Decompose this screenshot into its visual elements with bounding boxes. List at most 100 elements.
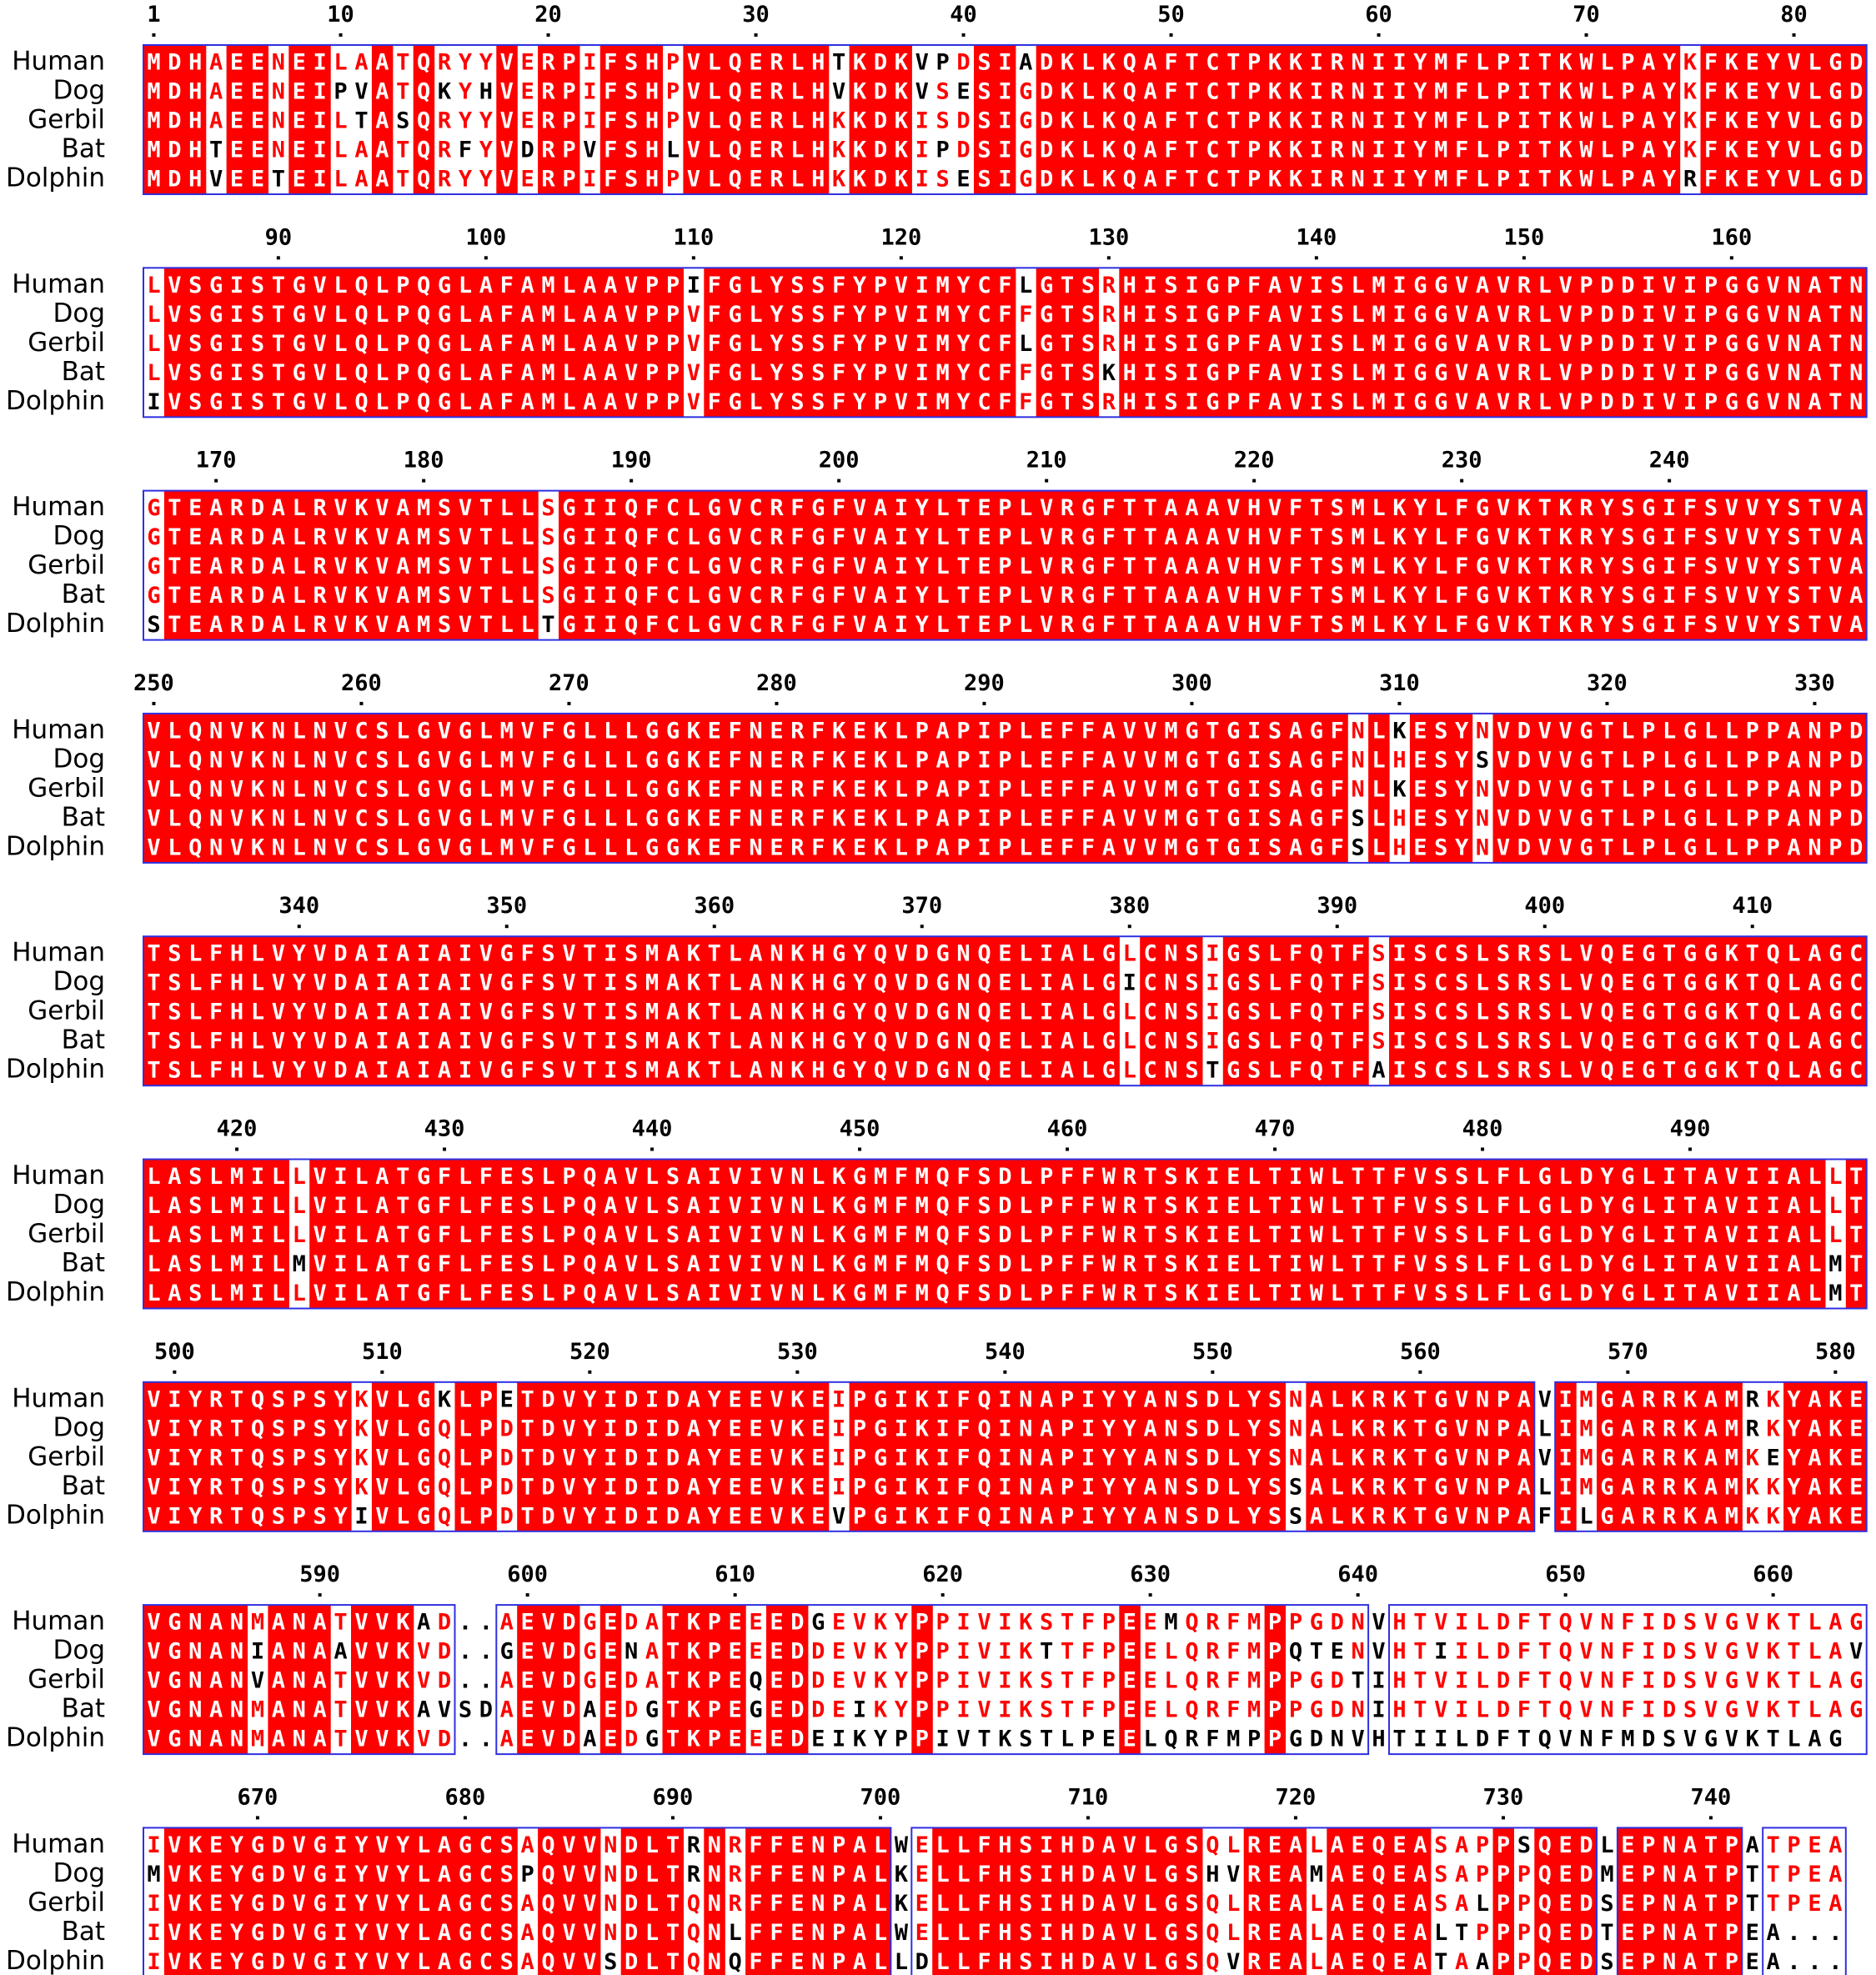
residue: L bbox=[1019, 1164, 1032, 1190]
residue: K bbox=[832, 747, 846, 773]
residue: F bbox=[1061, 747, 1074, 773]
residue: L bbox=[1808, 79, 1821, 105]
residue: F bbox=[749, 1832, 762, 1858]
residue: P bbox=[1621, 167, 1634, 193]
residue: Y bbox=[1767, 167, 1781, 193]
residue: P bbox=[1476, 1920, 1489, 1946]
residue: F bbox=[998, 331, 1011, 357]
residue: N bbox=[1849, 331, 1863, 357]
residue: A bbox=[1289, 1920, 1302, 1946]
residue: Q bbox=[936, 1281, 950, 1306]
residue: L bbox=[811, 1164, 825, 1190]
residue: A bbox=[687, 1474, 700, 1500]
residue: T bbox=[1538, 167, 1552, 193]
residue: R bbox=[1372, 1386, 1386, 1412]
residue: R bbox=[1663, 1416, 1677, 1441]
residue: D bbox=[251, 495, 264, 521]
identity-highlight bbox=[1119, 45, 1141, 194]
residue: T bbox=[396, 1164, 409, 1190]
residue: P bbox=[1497, 1474, 1510, 1500]
residue: N bbox=[956, 1029, 970, 1055]
residue: D bbox=[1621, 302, 1634, 328]
residue: L bbox=[811, 1222, 825, 1248]
residue: N bbox=[1476, 1416, 1489, 1441]
identity-highlight bbox=[932, 268, 954, 418]
residue: I bbox=[1372, 138, 1385, 163]
residue: S bbox=[977, 1222, 991, 1248]
residue: D bbox=[541, 1386, 554, 1412]
tick-dot bbox=[650, 1147, 655, 1151]
tick-dot bbox=[1688, 1147, 1693, 1151]
residue: A bbox=[1268, 331, 1282, 357]
residue: L bbox=[895, 747, 908, 773]
residue: Q bbox=[874, 1000, 887, 1025]
residue: R bbox=[209, 1503, 223, 1529]
residue: H bbox=[1392, 1697, 1406, 1723]
residue: P bbox=[1268, 1727, 1282, 1752]
residue: V bbox=[1725, 1281, 1738, 1306]
residue: Q bbox=[1310, 1000, 1323, 1025]
residue: I bbox=[895, 583, 908, 609]
residue: P bbox=[853, 1386, 866, 1412]
residue: T bbox=[168, 524, 181, 550]
residue: L bbox=[334, 331, 347, 357]
residue: A bbox=[209, 1639, 223, 1665]
residue: Y bbox=[583, 1503, 597, 1529]
residue: I bbox=[832, 1416, 845, 1441]
residue: I bbox=[1081, 1474, 1095, 1500]
residue: I bbox=[604, 495, 617, 521]
residue: K bbox=[832, 718, 846, 744]
residue: L bbox=[541, 1193, 554, 1219]
residue: A bbox=[1289, 805, 1302, 831]
identity-highlight bbox=[828, 268, 850, 418]
residue: L bbox=[583, 718, 596, 744]
residue: A bbox=[1413, 1832, 1427, 1858]
residue: A bbox=[1808, 302, 1821, 328]
residue: F bbox=[1331, 776, 1344, 802]
residue: V bbox=[853, 612, 866, 638]
residue: K bbox=[1392, 1503, 1407, 1529]
residue: Q bbox=[1185, 1668, 1198, 1694]
tick-dot bbox=[1501, 1816, 1505, 1820]
residue: L bbox=[1663, 718, 1676, 744]
residue: G bbox=[500, 1029, 514, 1055]
residue: I bbox=[314, 167, 327, 193]
residue: L bbox=[1704, 776, 1718, 802]
residue: I bbox=[1746, 1193, 1759, 1219]
residue: S bbox=[1185, 970, 1198, 996]
residue: Q bbox=[251, 1503, 264, 1529]
residue: S bbox=[1476, 747, 1489, 773]
residue: V bbox=[459, 495, 472, 521]
residue: L bbox=[521, 612, 534, 638]
residue: A bbox=[645, 1668, 659, 1694]
residue: H bbox=[1392, 1668, 1406, 1694]
residue: S bbox=[1455, 1058, 1468, 1084]
residue: G bbox=[1434, 1386, 1447, 1412]
residue: G bbox=[1683, 747, 1697, 773]
residue: F bbox=[1683, 612, 1697, 638]
residue: P bbox=[666, 360, 680, 386]
residue: I bbox=[1683, 331, 1697, 357]
residue: A bbox=[479, 360, 493, 386]
residue: V bbox=[541, 1610, 554, 1636]
residue: K bbox=[1767, 1697, 1781, 1723]
residue: F bbox=[479, 1164, 493, 1190]
residue: P bbox=[936, 1639, 950, 1665]
residue: V bbox=[977, 1697, 991, 1723]
residue: I bbox=[895, 554, 908, 579]
residue: D bbox=[438, 1610, 451, 1636]
residue: E bbox=[770, 1639, 783, 1665]
residue: G bbox=[1226, 1029, 1240, 1055]
identity-highlight bbox=[1077, 45, 1099, 194]
residue: A bbox=[438, 1949, 451, 1975]
residue: Y bbox=[895, 1697, 909, 1723]
species-label: Gerbil bbox=[28, 1665, 105, 1695]
residue: L bbox=[1144, 1832, 1157, 1858]
residue: T bbox=[1787, 1697, 1800, 1723]
species-label: Dolphin bbox=[6, 1946, 105, 1975]
residue: P bbox=[562, 1164, 575, 1190]
identity-highlight bbox=[766, 490, 788, 640]
residue: P bbox=[666, 167, 680, 193]
position-number: 680 bbox=[445, 1784, 486, 1810]
